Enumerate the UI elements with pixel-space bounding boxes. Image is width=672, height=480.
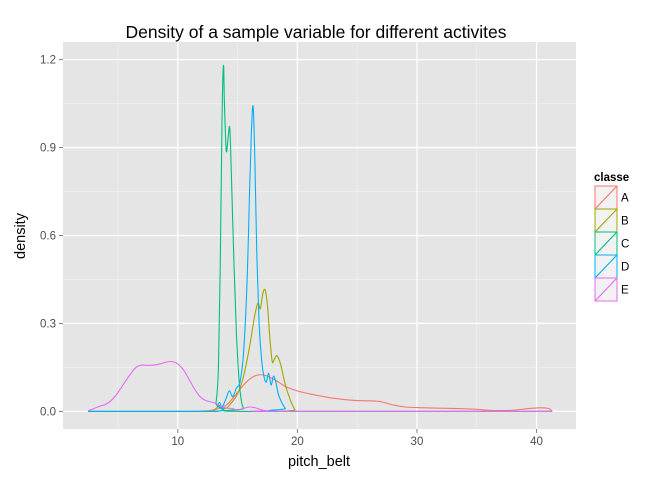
density-curves bbox=[87, 64, 553, 412]
density-curve-e bbox=[87, 360, 553, 412]
legend-key-line-c bbox=[594, 231, 618, 256]
legend-key-line-e bbox=[594, 277, 618, 302]
legend-label-e: E bbox=[621, 285, 629, 297]
y-tick-label: 0.6 bbox=[40, 231, 56, 243]
y-tick-label: 1.2 bbox=[40, 55, 56, 67]
legend-key-line-b bbox=[594, 208, 618, 233]
y-tick-label: 0.3 bbox=[40, 318, 56, 330]
major-gridlines bbox=[63, 42, 576, 429]
legend-key-line-d bbox=[594, 254, 618, 279]
x-axis-title: pitch_belt bbox=[288, 454, 350, 470]
x-tick-label: 40 bbox=[530, 436, 543, 448]
x-axis-ticks: 10 20 30 40 bbox=[171, 429, 543, 448]
legend-label-d: D bbox=[621, 262, 629, 274]
legend-label-a: A bbox=[621, 193, 629, 205]
density-curve-d bbox=[88, 105, 553, 412]
density-curve-a bbox=[88, 374, 553, 412]
x-tick-label: 10 bbox=[171, 436, 184, 448]
legend-label-c: C bbox=[621, 239, 629, 251]
chart-title: Density of a sample variable for differe… bbox=[126, 22, 507, 42]
legend-title: classe bbox=[594, 172, 629, 184]
y-tick-label: 0.0 bbox=[40, 406, 56, 418]
x-tick-label: 20 bbox=[291, 436, 304, 448]
y-tick-label: 0.9 bbox=[40, 143, 56, 155]
y-axis-title: density bbox=[13, 212, 29, 259]
y-axis-ticks: 0.0 0.3 0.6 0.9 1.2 bbox=[40, 55, 63, 418]
density-curve-b bbox=[88, 288, 553, 412]
legend-key-line-a bbox=[594, 185, 618, 210]
x-tick-label: 30 bbox=[411, 436, 424, 448]
legend-label-b: B bbox=[621, 216, 629, 228]
